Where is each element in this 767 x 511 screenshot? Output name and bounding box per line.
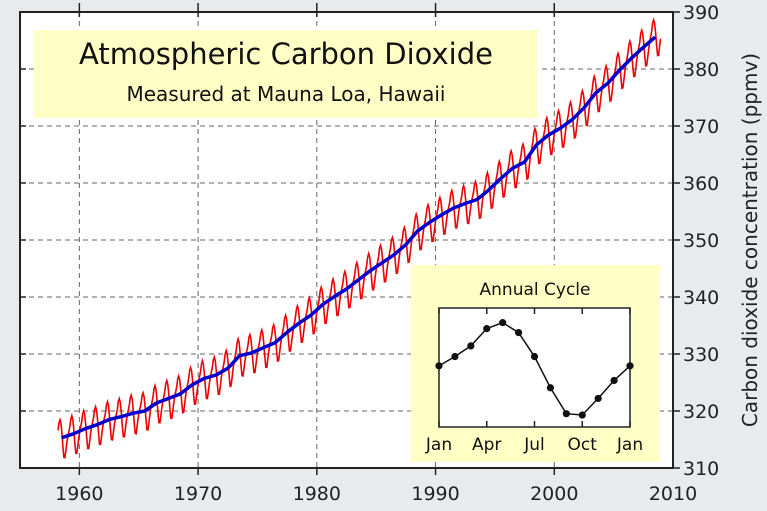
y-tick-label: 340 [683,287,719,309]
y-tick-label: 350 [683,230,719,252]
monthly-co2-line [57,17,662,459]
inset-x-tick-label: Oct [568,435,598,455]
y-tick-label: 390 [683,2,719,24]
inset-point-apr [483,325,491,333]
x-tick-label: 1970 [174,483,222,505]
inset-x-tick-label: Apr [472,435,501,455]
y-tick-label: 330 [683,344,719,366]
inset-point-may [499,319,507,327]
title-box [34,30,538,118]
y-axis-label: Carbon dioxide concentration (ppmv) [738,53,762,427]
inset-point-dec [610,376,618,385]
x-tick-label: 1990 [411,483,459,505]
inset-point-jun [514,328,523,337]
inset-point-aug [546,384,555,392]
inset-point-jan [626,362,634,370]
inset-point-oct [578,411,586,419]
y-tick-label: 360 [683,173,719,195]
inset-x-tick-label: Jul [523,435,545,455]
inset-plot-area [438,307,631,428]
x-tick-label: 1960 [55,483,103,505]
inset-point-jan [435,362,443,370]
x-tick-label: 2010 [649,483,697,505]
x-tick-label: 1980 [293,483,341,505]
chart-title: Atmospheric Carbon Dioxide [79,37,493,71]
y-tick-label: 370 [683,116,719,138]
y-tick-label: 310 [683,458,719,480]
chart-subtitle: Measured at Mauna Loa, Hawaii [126,82,445,106]
inset-point-jul [530,352,539,361]
y-tick-label: 380 [683,59,719,81]
plot-frame [19,11,674,469]
inset-point-feb [451,352,459,361]
inset-x-tick-label: Jan [425,435,452,455]
inset-point-sep [562,410,570,418]
inset-point-nov [594,394,602,403]
y-tick-label: 320 [683,401,719,423]
inset-title: Annual Cycle [480,280,591,300]
inset-point-mar [467,342,475,350]
inset-x-tick-label: Jan [616,435,643,455]
x-tick-label: 2000 [530,483,578,505]
annual-mean-co2-line [61,35,657,440]
